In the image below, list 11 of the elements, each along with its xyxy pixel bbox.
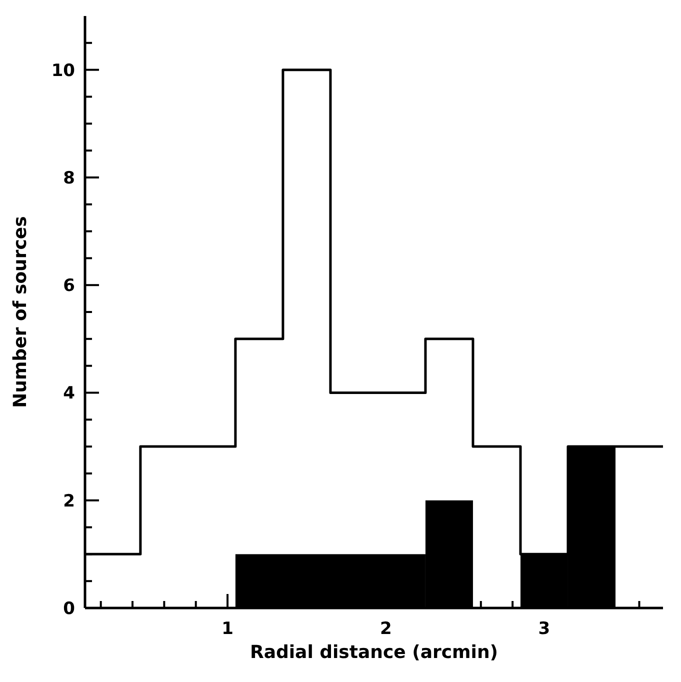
y-tick-label: 8	[63, 168, 75, 188]
x-axis-title: Radial distance (arcmin)	[248, 642, 499, 663]
x-tick-label: 3	[538, 619, 550, 639]
x-tick-label: 1	[222, 619, 234, 639]
y-tick-label: 2	[63, 491, 75, 512]
x-tick-label: 2	[380, 619, 392, 639]
y-tick-label: 0	[63, 599, 76, 619]
y-axis-title: Number of sources	[10, 215, 31, 410]
y-tick-label: 4	[63, 384, 76, 404]
y-tick-label: 10	[51, 60, 76, 81]
y-tick-label: 6	[63, 276, 75, 296]
